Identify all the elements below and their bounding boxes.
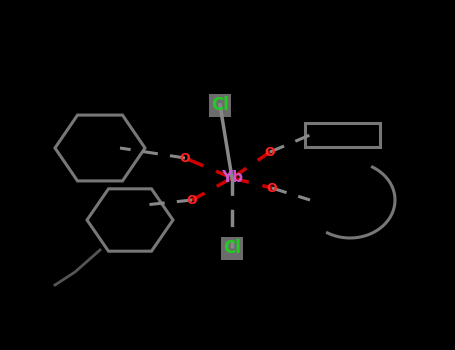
Text: O: O: [267, 182, 277, 195]
Text: O: O: [180, 152, 190, 164]
Polygon shape: [305, 123, 380, 147]
Text: O: O: [265, 146, 275, 159]
Polygon shape: [87, 189, 173, 251]
Polygon shape: [55, 115, 145, 181]
Text: Yb: Yb: [221, 170, 243, 186]
Text: O: O: [187, 194, 197, 206]
Text: Cl: Cl: [211, 96, 229, 114]
Text: Cl: Cl: [223, 239, 241, 257]
